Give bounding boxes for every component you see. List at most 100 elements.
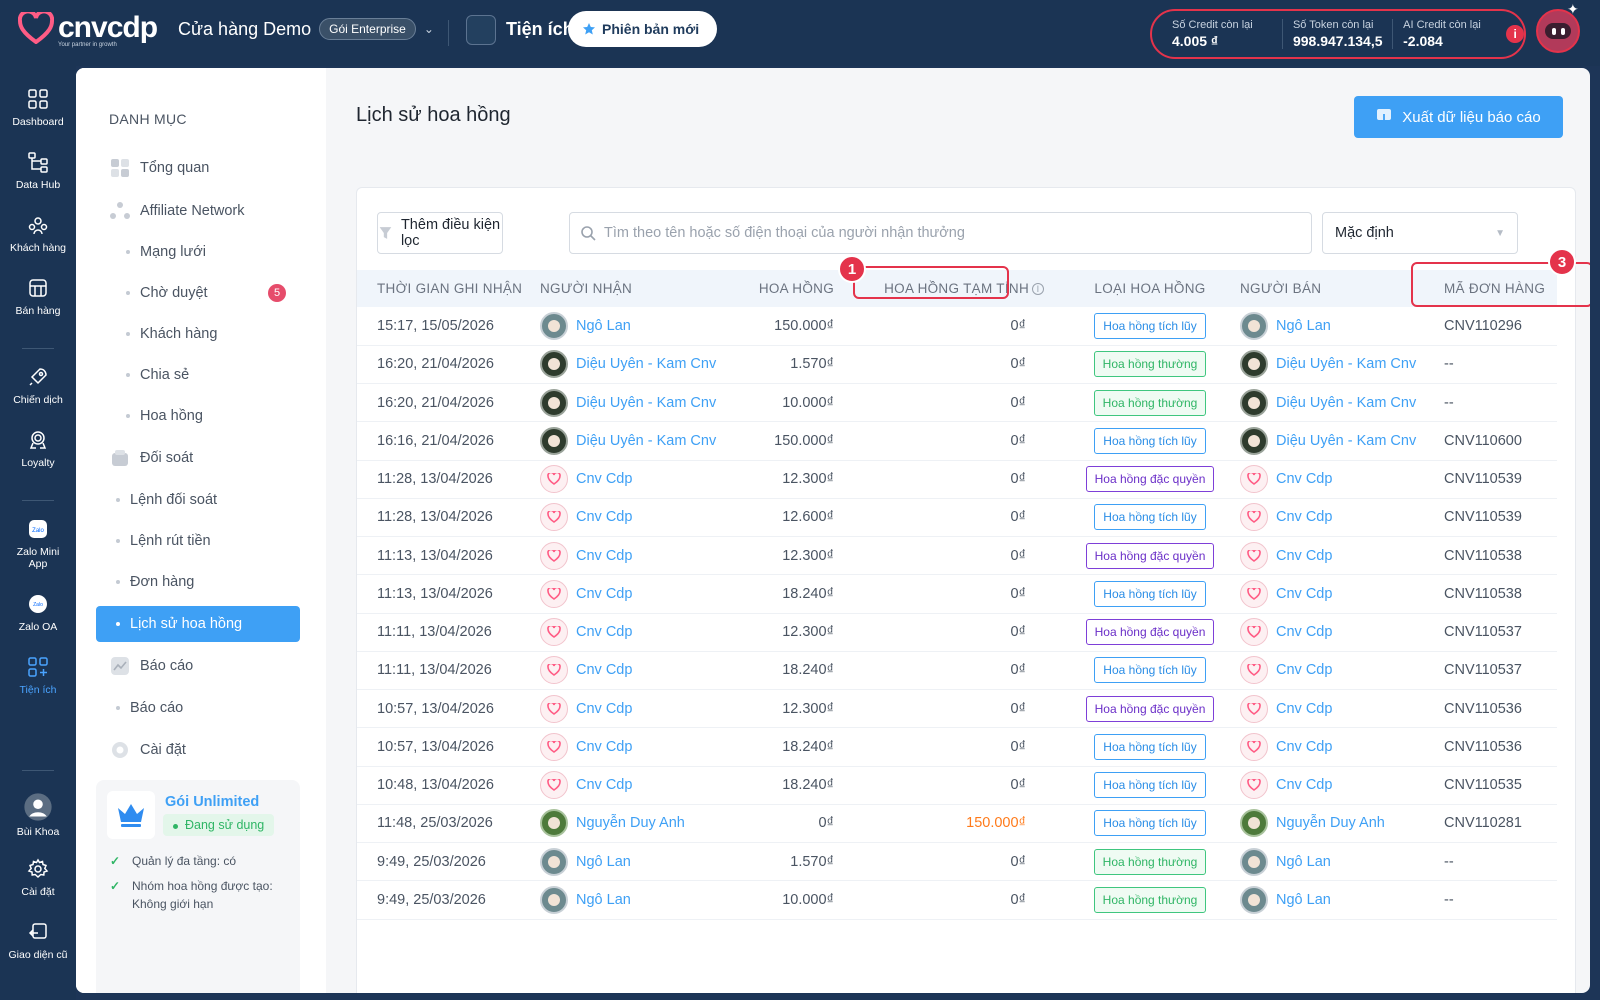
rail-item-customers[interactable]: Khách hàng [0,214,76,254]
nav-pending[interactable]: Chờ duyệt 5 [96,275,300,311]
table-row[interactable]: 16:20, 21/04/2026 Diệu Uyên - Kam Cnv 1.57… [357,345,1557,385]
seller-link[interactable]: Cnv Cdp [1276,547,1333,564]
header-recipient[interactable]: Người nhận [540,281,633,296]
table-row[interactable]: 10:57, 13/04/2026 Cnv Cdp 18.240₫ 0₫ Hoa hồn… [357,727,1557,767]
recipient-link[interactable]: Ngô Lan [576,853,631,870]
export-report-button[interactable]: Xuất dữ liệu báo cáo [1354,96,1563,138]
recipient-link[interactable]: Cnv Cdp [576,624,633,641]
seller-link[interactable]: Diệu Uyên - Kam Cnv [1276,432,1417,449]
info-icon[interactable]: i [1032,283,1044,295]
seller-link[interactable]: Cnv Cdp [1276,738,1333,755]
rail-item-utilities[interactable]: Tiện ích [0,656,76,696]
plan-feature: Quản lý đa tầng: có [110,852,296,870]
recipient-link[interactable]: Cnv Cdp [576,662,633,679]
nav-customers[interactable]: Khách hàng [96,316,300,352]
rail-item-loyalty[interactable]: Loyalty [0,429,76,469]
nav-reports[interactable]: Báo cáo [96,648,300,684]
seller-link[interactable]: Cnv Cdp [1276,700,1333,717]
table-row[interactable]: 16:16, 21/04/2026 Diệu Uyên - Kam Cnv 150.… [357,421,1557,461]
recipient-link[interactable]: Cnv Cdp [576,509,633,526]
table-row[interactable]: 11:28, 13/04/2026 Cnv Cdp 12.600₫ 0₫ Hoa hồn… [357,498,1557,538]
sort-select[interactable]: Mặc định ▼ [1322,212,1518,254]
seller-link[interactable]: Diệu Uyên - Kam Cnv [1276,394,1417,411]
header-time[interactable]: Thời gian ghi nhận [377,281,523,296]
brand-logo[interactable]: cnvcdp Your partner in growth [18,12,158,48]
recipient-link[interactable]: Ngô Lan [576,891,631,908]
recipient-link[interactable]: Cnv Cdp [576,777,633,794]
header-temp-commission[interactable]: Hoa hồng tạm tính i [842,270,1044,307]
recipient-link[interactable]: Diệu Uyên - Kam Cnv [576,394,717,411]
rail-item-settings[interactable]: Cài đặt [0,858,76,898]
nav-settings[interactable]: Cài đặt [96,732,300,768]
commission-type-tag: Hoa hồng tích lũy [1094,772,1206,799]
recipient-link[interactable]: Nguyễn Duy Anh [576,815,685,832]
rail-item-data-hub[interactable]: Data Hub [0,151,76,191]
seller-link[interactable]: Cnv Cdp [1276,777,1333,794]
rail-item-campaigns[interactable]: Chiến dịch [0,366,76,406]
rail-item-profile[interactable]: Bùi Khoa [0,792,76,838]
rail-item-zalo-mini-app[interactable]: Zalo Zalo Mini App [0,518,76,570]
cell-seller: Cnv Cdp [1224,498,1430,538]
table-row[interactable]: 11:11, 13/04/2026 Cnv Cdp 12.300₫ 0₫ Hoa hồn… [357,613,1557,652]
seller-link[interactable]: Diệu Uyên - Kam Cnv [1276,356,1417,373]
cell-recipient: Ngô Lan [532,307,722,346]
header-commission-type[interactable]: Loại hoa hồng [1094,281,1206,296]
nav-commission[interactable]: Hoa hồng [96,398,300,434]
table-row[interactable]: 11:13, 13/04/2026 Cnv Cdp 18.240₫ 0₫ Hoa hồn… [357,574,1557,614]
seller-link[interactable]: Ngô Lan [1276,317,1331,334]
table-row[interactable]: 11:13, 13/04/2026 Cnv Cdp 12.300₫ 0₫ Hoa hồn… [357,536,1557,576]
store-switcher[interactable]: Cửa hàng Demo Gói Enterprise ⌄ [178,18,434,40]
utilities-label[interactable]: Tiện ích [506,19,574,39]
seller-link[interactable]: Cnv Cdp [1276,471,1333,488]
alert-info-icon[interactable]: i [1506,25,1524,43]
seller-link[interactable]: Cnv Cdp [1276,509,1333,526]
nav-reconciliation[interactable]: Đối soát [96,440,300,476]
table-row[interactable]: 15:17, 15/05/2026 Ngô Lan 150.000₫ 0₫ Hoa hồ… [357,307,1557,346]
nav-orders[interactable]: Đơn hàng [96,564,300,600]
table-row[interactable]: 11:11, 13/04/2026 Cnv Cdp 18.240₫ 0₫ Hoa hồn… [357,651,1557,691]
seller-link[interactable]: Nguyễn Duy Anh [1276,815,1385,832]
recipient-link[interactable]: Cnv Cdp [576,547,633,564]
rail-item-sales[interactable]: Bán hàng [0,277,76,317]
table-row[interactable]: 10:48, 13/04/2026 Cnv Cdp 18.240₫ 0₫ Hoa hồn… [357,766,1557,805]
nav-overview[interactable]: Tổng quan [96,150,300,186]
seller-link[interactable]: Cnv Cdp [1276,624,1333,641]
ai-assistant-avatar[interactable] [1536,9,1580,53]
nav-withdrawals[interactable]: Lệnh rút tiền [96,523,300,559]
search-box[interactable] [569,212,1312,254]
credit-summary[interactable]: Số Credit còn lại 4.005 ₫ Số Token còn l… [1150,9,1526,59]
rail-item-zalo-oa[interactable]: Zalo Zalo OA [0,593,76,633]
table-row[interactable]: 11:48, 25/03/2026 Nguyễn Duy Anh 0₫ 150.000… [357,804,1557,844]
rail-item-old-ui[interactable]: Giao diện cũ [0,921,76,961]
recipient-link[interactable]: Cnv Cdp [576,471,633,488]
add-filter-button[interactable]: Thêm điều kiện lọc [377,212,503,254]
nav-reconciliation-orders[interactable]: Lệnh đối soát [96,482,300,518]
table-row[interactable]: 9:49, 25/03/2026 Ngô Lan 1.570₫ 0₫ Hoa hồng … [357,842,1557,882]
table-row[interactable]: 16:20, 21/04/2026 Diệu Uyên - Kam Cnv 10.0… [357,383,1557,423]
nav-commission-history[interactable]: Lịch sử hoa hồng [96,606,300,642]
table-row[interactable]: 10:57, 13/04/2026 Cnv Cdp 12.300₫ 0₫ Hoa hồn… [357,689,1557,729]
table-row[interactable]: 9:49, 25/03/2026 Ngô Lan 10.000₫ 0₫ Hoa hồng… [357,880,1557,920]
seller-link[interactable]: Ngô Lan [1276,853,1331,870]
seller-link[interactable]: Cnv Cdp [1276,585,1333,602]
recipient-link[interactable]: Cnv Cdp [576,585,633,602]
nav-share[interactable]: Chia sẻ [96,357,300,393]
seller-link[interactable]: Cnv Cdp [1276,662,1333,679]
header-order-code[interactable]: Mã đơn hàng [1444,281,1546,296]
recipient-link[interactable]: Cnv Cdp [576,700,633,717]
new-version-button[interactable]: Phiên bản mới [568,11,718,47]
recipient-link[interactable]: Diệu Uyên - Kam Cnv [576,432,717,449]
nav-network[interactable]: Mạng lưới [96,234,300,270]
header-commission[interactable]: Hoa hồng [758,281,834,296]
header-seller[interactable]: Người bán [1240,281,1322,296]
utilities-icon[interactable] [466,15,496,45]
seller-link[interactable]: Ngô Lan [1276,891,1331,908]
recipient-link[interactable]: Cnv Cdp [576,738,633,755]
table-row[interactable]: 11:28, 13/04/2026 Cnv Cdp 12.300₫ 0₫ Hoa hồn… [357,460,1557,499]
nav-reports-sub[interactable]: Báo cáo [96,690,300,726]
search-input[interactable] [604,225,1294,241]
recipient-link[interactable]: Ngô Lan [576,317,631,334]
rail-item-dashboard[interactable]: Dashboard [0,88,76,128]
nav-affiliate-network[interactable]: Affiliate Network [96,193,300,229]
recipient-link[interactable]: Diệu Uyên - Kam Cnv [576,356,717,373]
